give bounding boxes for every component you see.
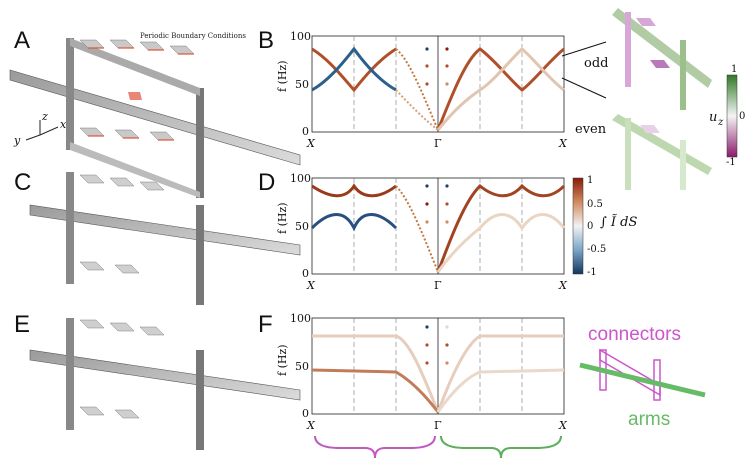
mode-even-render: [612, 114, 712, 190]
ytick-d-50: 50: [295, 220, 309, 233]
ytick-d-0: 0: [302, 267, 309, 280]
panel-letter-a: A: [14, 27, 30, 54]
brace-connectors: [314, 435, 436, 459]
plot-d: D f (Hz) 100 50 0 X Γ X: [258, 169, 568, 292]
cb-int-tick-neg1: -1: [587, 267, 597, 278]
legend-arms: arms: [628, 409, 670, 430]
cb-uz-tick-1: 1: [731, 64, 737, 75]
panel-letter-d: D: [258, 169, 275, 196]
mode-label-odd: odd: [584, 56, 608, 71]
ytick-d-100: 100: [290, 172, 311, 185]
axis-z-label: z: [41, 110, 48, 123]
plot-b: B f (Hz) 100 50 0 X Γ X: [258, 27, 568, 150]
panel-e: E: [14, 311, 301, 450]
xtick-f-x-left: X: [306, 419, 316, 432]
axis-y-label: y: [13, 134, 21, 147]
lattice-structure-a: [9, 38, 301, 198]
cb-int-tick-1: 1: [587, 175, 593, 186]
mode-shapes: odd even 1 0 -1 u z: [561, 8, 745, 190]
cb-uz-sub: z: [717, 117, 724, 128]
ytick-b-50: 50: [295, 78, 309, 91]
legend-connectors: connectors: [588, 324, 681, 345]
cb-uz-tick-neg1: -1: [726, 157, 736, 168]
xtick-b-gamma: Γ: [434, 137, 442, 150]
xtick-d-x-right: X: [558, 279, 568, 292]
xtick-b-x-left: X: [306, 137, 316, 150]
panel-letter-c: C: [14, 169, 31, 196]
ytick-b-100: 100: [290, 30, 311, 43]
dashed-gridlines-b: [353, 36, 523, 132]
panel-letter-e: E: [14, 311, 30, 338]
cb-int-tick-0: 0: [587, 221, 593, 232]
cb-uz-tick-0: 0: [739, 111, 745, 122]
panel-a: A Periodic Boundary Conditions: [9, 27, 301, 198]
dots-b: [425, 47, 449, 86]
pbc-label: Periodic Boundary Conditions: [140, 32, 246, 40]
cb-int-tick-neg05: -0.5: [587, 244, 606, 255]
axes-triad: z x y: [13, 110, 67, 147]
ytick-b-0: 0: [302, 125, 309, 138]
arrow-even: [561, 77, 607, 99]
xtick-d-x-left: X: [306, 279, 316, 292]
xtick-b-x-right: X: [558, 137, 568, 150]
cb-int-label: ∫ Ĩ dS: [600, 214, 637, 230]
arrow-odd: [561, 41, 607, 57]
panel-c: C: [14, 169, 301, 305]
brace-arms: [440, 435, 562, 459]
colorbar-int-bar: [572, 177, 584, 275]
legend-structure: [579, 348, 706, 401]
legend: connectors arms: [579, 324, 706, 430]
axis-x-label: x: [60, 118, 67, 131]
ylabel-b: f (Hz): [276, 60, 289, 92]
plot-f: F f (Hz) 100 50 0 X Γ X: [258, 311, 568, 459]
dashed-gridlines-f: [353, 318, 523, 414]
xtick-f-x-right: X: [558, 419, 568, 432]
ytick-f-50: 50: [295, 360, 309, 373]
panel-letter-b: B: [258, 27, 274, 54]
xtick-d-gamma: Γ: [434, 279, 442, 292]
dots-f: [425, 325, 449, 365]
ytick-f-100: 100: [290, 312, 311, 325]
dots-d: [425, 184, 449, 224]
colorbar-integral: 1 0.5 0 -0.5 -1 ∫ Ĩ dS: [572, 175, 637, 278]
ylabel-f: f (Hz): [276, 344, 289, 376]
cb-int-tick-05: 0.5: [587, 199, 603, 210]
xtick-f-gamma: Γ: [434, 419, 442, 432]
cb-uz-label: u: [709, 110, 717, 125]
ytick-f-0: 0: [302, 407, 309, 420]
mode-label-even: even: [575, 122, 607, 137]
mode-odd-render: [612, 8, 712, 110]
colorbar-uz: [726, 74, 738, 158]
panel-letter-f: F: [258, 311, 273, 338]
ylabel-d: f (Hz): [276, 202, 289, 234]
